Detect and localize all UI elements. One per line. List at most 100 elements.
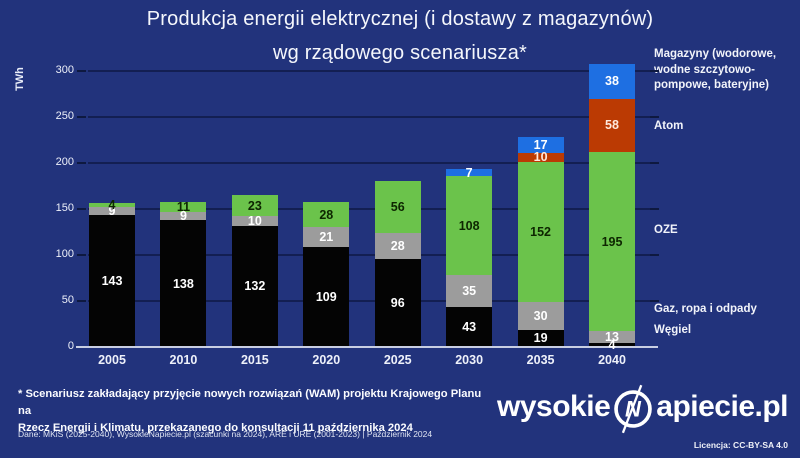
- legend-item-atom: Atom: [654, 120, 684, 132]
- bar-segment-gaz-2015: [231, 216, 278, 226]
- bar-value-label: 56: [390, 200, 405, 215]
- bar-value-label: 143: [101, 274, 123, 289]
- x-tick-label-2030: 2030: [455, 353, 484, 367]
- bar-value-label: 108: [458, 218, 480, 233]
- x-tick-label-2020: 2020: [312, 353, 341, 367]
- y-tick-mark-right: [650, 116, 659, 118]
- bar-value-label: 30: [533, 308, 548, 323]
- bar-segment-magazyny-2040: [589, 63, 635, 99]
- bar-value-label: 58: [605, 118, 619, 133]
- y-axis-label: TWh: [14, 67, 26, 91]
- bar-segment-atom-2035: [517, 152, 564, 163]
- bar-segment-gaz-2005: [89, 207, 135, 216]
- y-tick-mark-right: [650, 300, 659, 302]
- legend-item-wegiel: Węgiel: [654, 324, 692, 336]
- bar-value-label: 43: [462, 320, 477, 335]
- bar-value-label: 7: [465, 165, 473, 180]
- bar-value-label: 35: [462, 284, 477, 299]
- gridline: [88, 70, 650, 72]
- license-note: Licencja: CC-BY-SA 4.0: [693, 440, 788, 450]
- bar-segment-węgiel-2020: [303, 246, 350, 347]
- y-tick-mark-right: [650, 162, 659, 164]
- bar-segment-gaz-2025: [374, 232, 421, 259]
- gridline: [88, 300, 650, 302]
- bar-segment-węgiel-2015: [231, 225, 278, 347]
- y-tick-mark: [77, 70, 86, 72]
- y-tick-label: 150: [55, 202, 74, 214]
- gridline: [88, 162, 650, 164]
- logo-text-suffix: apiecie.pl: [656, 390, 788, 423]
- bar-value-label: 138: [172, 276, 194, 291]
- bar-value-label: 10: [533, 150, 548, 165]
- y-tick-mark: [77, 116, 86, 118]
- y-tick-label: 100: [55, 248, 74, 260]
- bar-value-label: 28: [319, 207, 334, 222]
- y-tick-mark: [77, 254, 86, 256]
- bar-segment-gaz-2010: [160, 211, 207, 221]
- y-tick-mark-right: [650, 70, 659, 72]
- bar-value-label: 21: [319, 230, 334, 245]
- chart-subtitle: wg rządowego scenariusza*: [272, 42, 528, 64]
- y-tick-label: 300: [55, 64, 74, 76]
- bar-segment-oze-2035: [517, 162, 564, 302]
- bar-segment-węgiel-2040: [589, 343, 635, 347]
- bar-segment-gaz-2035: [517, 301, 564, 330]
- y-tick-label: 0: [67, 340, 74, 352]
- bar-segment-węgiel-2030: [446, 307, 493, 347]
- legend-item-gaz: Gaz, ropa i odpady: [654, 303, 757, 315]
- bar-value-label: 132: [244, 279, 266, 294]
- y-tick-label: 50: [61, 294, 74, 306]
- y-tick-mark: [77, 162, 86, 164]
- bar-segment-oze-2025: [374, 181, 421, 233]
- bar-value-label: 10: [247, 213, 262, 228]
- wysokienapiecie-logo: wysokie N apiecie.pl: [497, 382, 788, 434]
- bar-value-label: 13: [605, 330, 619, 345]
- x-tick-label-2035: 2035: [526, 353, 555, 367]
- x-tick-label-2005: 2005: [98, 353, 126, 367]
- x-axis-line: [76, 346, 658, 348]
- bar-segment-oze-2040: [589, 151, 635, 332]
- scenario-footnote: * Scenariusz zakładający przyjęcie nowyc…: [18, 388, 482, 434]
- y-tick-label: 200: [55, 156, 74, 168]
- y-tick-mark-right: [650, 254, 659, 256]
- bar-value-label: 152: [530, 225, 551, 239]
- bar-segment-węgiel-2035: [517, 329, 564, 347]
- y-tick-mark: [77, 300, 86, 302]
- bar-segment-węgiel-2025: [374, 258, 421, 347]
- bar-value-label: 109: [315, 289, 337, 304]
- bar-value-label: 38: [605, 74, 619, 89]
- bar-segment-węgiel-2010: [160, 220, 207, 347]
- bar-segment-oze-2010: [160, 201, 207, 212]
- bar-value-label: 11: [176, 199, 191, 214]
- data-source-note: Dane: MKiŚ (2025-2040), WysokieNapiecie.…: [18, 429, 433, 439]
- svg-text:N: N: [625, 396, 642, 421]
- bar-value-label: 4: [608, 338, 616, 353]
- gridline: [88, 254, 650, 256]
- bar-value-label: 195: [601, 234, 623, 249]
- bar-value-label: 4: [108, 198, 116, 213]
- bar-segment-oze-2020: [303, 201, 350, 228]
- bar-segment-gaz-2030: [446, 275, 493, 308]
- bar-value-label: 17: [533, 138, 548, 153]
- chart-legend: Magazyny (wodorowe, wodne szczytowo- pom…: [654, 0, 800, 360]
- bar-value-label: 23: [247, 198, 262, 213]
- gridline: [88, 116, 650, 118]
- bar-segment-gaz-2020: [303, 227, 350, 247]
- logo-text-prefix: wysokie: [497, 390, 611, 423]
- x-tick-label-2040: 2040: [598, 353, 626, 367]
- y-tick-mark: [77, 208, 86, 210]
- gridline: [88, 208, 650, 210]
- chart-title: Produkcja energii elektrycznej (i dostaw…: [146, 8, 654, 30]
- bar-segment-oze-2015: [231, 195, 278, 217]
- bar-segment-atom-2040: [589, 98, 635, 152]
- bar-value-label: 96: [390, 295, 405, 310]
- y-tick-label: 250: [55, 110, 74, 122]
- bar-value-label: 19: [533, 331, 548, 346]
- bar-value-label: 28: [390, 238, 405, 253]
- legend-item-magazyny: Magazyny (wodorowe, wodne szczytowo- pom…: [654, 48, 777, 92]
- bar-segment-oze-2030: [446, 175, 493, 276]
- bar-segment-magazyny-2030: [446, 169, 493, 176]
- bar-value-label: 9: [179, 208, 187, 223]
- x-tick-label-2025: 2025: [383, 353, 412, 367]
